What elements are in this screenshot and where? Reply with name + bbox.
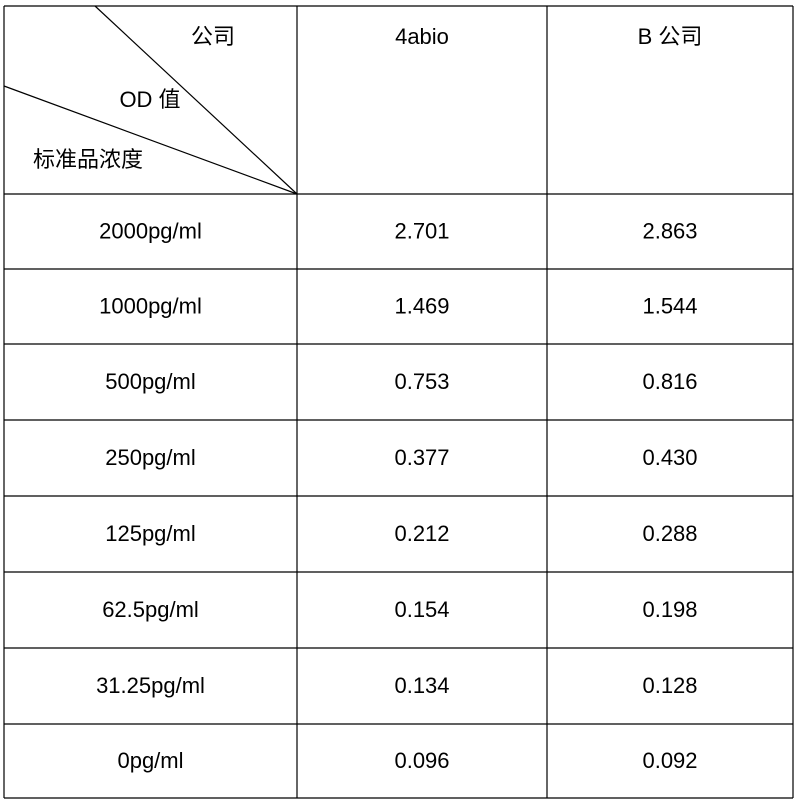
row-label: 1000pg/ml <box>99 293 202 318</box>
cell-value: 0.288 <box>642 521 697 546</box>
column-header: B 公司 <box>638 24 703 49</box>
cell-value: 0.096 <box>394 748 449 773</box>
corner-label: 标准品浓度 <box>33 147 143 172</box>
column-header: 4abio <box>395 24 449 49</box>
row-label: 62.5pg/ml <box>102 597 199 622</box>
diagonal-line <box>3 85 298 195</box>
corner-label: 公司 <box>191 24 235 49</box>
cell-value: 2.701 <box>394 218 449 243</box>
cell-value: 0.198 <box>642 597 697 622</box>
cell-value: 0.816 <box>642 369 697 394</box>
row-label: 31.25pg/ml <box>96 673 205 698</box>
cell-value: 0.134 <box>394 673 449 698</box>
cell-value: 2.863 <box>642 218 697 243</box>
row-label: 500pg/ml <box>105 369 196 394</box>
cell-value: 1.469 <box>394 293 449 318</box>
corner-label: OD 值 <box>119 87 180 112</box>
cell-value: 0.212 <box>394 521 449 546</box>
cell-value: 0.128 <box>642 673 697 698</box>
row-label: 250pg/ml <box>105 445 196 470</box>
cell-value: 0.753 <box>394 369 449 394</box>
cell-value: 0.154 <box>394 597 449 622</box>
cell-value: 0.377 <box>394 445 449 470</box>
row-label: 2000pg/ml <box>99 218 202 243</box>
row-label: 0pg/ml <box>117 748 183 773</box>
cell-value: 0.092 <box>642 748 697 773</box>
cell-value: 0.430 <box>642 445 697 470</box>
row-label: 125pg/ml <box>105 521 196 546</box>
diagonal-line <box>94 5 298 195</box>
cell-value: 1.544 <box>642 293 697 318</box>
